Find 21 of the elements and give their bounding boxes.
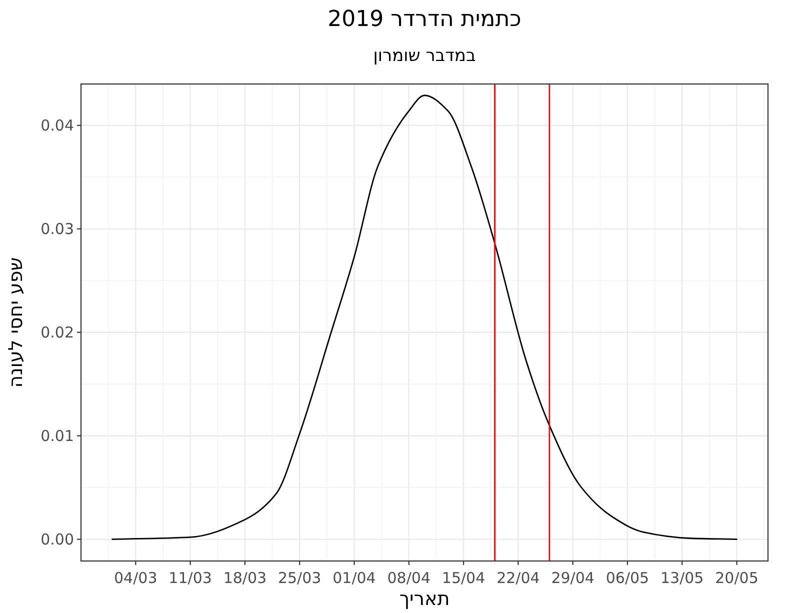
- y-tick-label: 0.03: [40, 220, 74, 238]
- x-tick-label: 13/05: [660, 569, 704, 587]
- y-tick-label: 0.04: [40, 116, 74, 134]
- x-tick-label: 25/03: [278, 569, 322, 587]
- x-tick-label: 22/04: [496, 569, 540, 587]
- x-tick-label: 06/05: [606, 569, 650, 587]
- x-axis-title: תאריך: [399, 588, 450, 610]
- x-tick-label: 20/05: [715, 569, 758, 587]
- y-tick-label: 0.00: [40, 530, 74, 548]
- x-tick-label: 18/03: [223, 569, 267, 587]
- y-tick-label: 0.02: [40, 323, 74, 342]
- x-tick-label: 08/04: [387, 569, 431, 587]
- x-tick-label: 15/04: [442, 569, 486, 587]
- y-axis-title: שפע יחסי לעונה: [5, 257, 27, 388]
- x-tick-label: 11/03: [168, 569, 212, 587]
- x-tick-label: 04/03: [114, 569, 158, 587]
- chart-subtitle: במדבר שומרון: [373, 46, 476, 66]
- y-tick-label: 0.01: [40, 426, 74, 445]
- x-tick-label: 29/04: [551, 569, 594, 587]
- chart-title: כתמית הדרדר 2019: [328, 7, 522, 32]
- x-tick-label: 01/04: [332, 569, 376, 587]
